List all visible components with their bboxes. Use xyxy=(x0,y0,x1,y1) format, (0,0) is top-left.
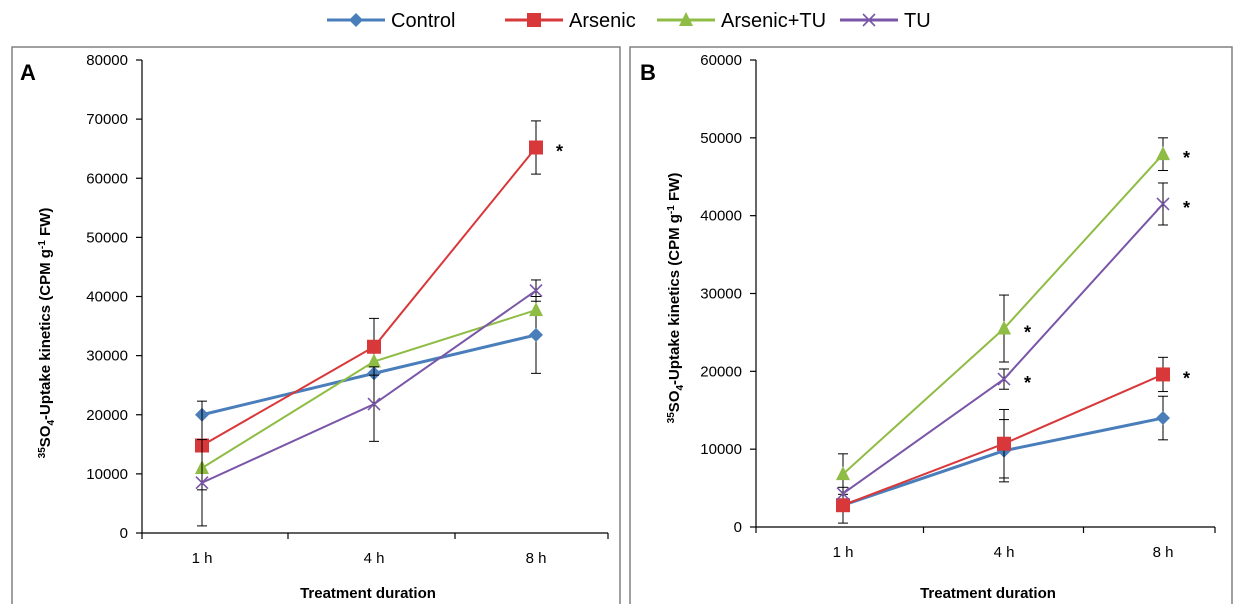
data-point-stroke-2 xyxy=(997,372,1011,386)
legend-marker xyxy=(527,13,541,27)
data-point xyxy=(195,476,209,490)
data-point-stroke-2 xyxy=(1156,197,1170,211)
legend-marker xyxy=(862,13,876,27)
panel-b-plot: 0 10000 20000 30000 40000 50000 60000 1 h 4 h 8 h… xyxy=(700,52,1216,561)
panel-b-x-tick-label: 8 h xyxy=(1153,544,1174,561)
legend-label: Arsenic+TU xyxy=(721,10,826,32)
data-point xyxy=(367,353,381,368)
panel-a-y-tick-label: 0 xyxy=(120,525,128,542)
data-point-stroke-2 xyxy=(195,476,209,490)
series-line xyxy=(842,153,1164,475)
panel-a-y-tick-label: 20000 xyxy=(86,407,128,424)
panel-b-significance-star: * xyxy=(1183,198,1190,218)
legend-item-control: Control xyxy=(327,10,455,32)
data-point xyxy=(529,284,543,298)
legend-item-tu: TU xyxy=(840,10,931,32)
data-point xyxy=(1156,197,1170,211)
panel-a-series-tu xyxy=(195,279,543,527)
panel-a-y-tick-label: 40000 xyxy=(86,289,128,306)
panel-b-series-control xyxy=(836,395,1170,513)
panel-b-x-tick-label: 1 h xyxy=(833,544,854,561)
panel-b-y-tick-label: 20000 xyxy=(700,363,742,380)
panel-a-y-tick-label: 10000 xyxy=(86,466,128,483)
panel-b-x-axis-title: Treatment duration xyxy=(920,585,1056,602)
data-point xyxy=(997,320,1011,335)
data-point xyxy=(529,302,543,317)
series-line xyxy=(201,289,537,484)
panel-a-series-control xyxy=(195,296,543,422)
legend-item-arsenic-tu: Arsenic+TU xyxy=(657,10,826,32)
panel-b-y-tick-label: 50000 xyxy=(700,130,742,147)
panel-a-series-arsenic xyxy=(195,120,543,491)
panel-a-y-tick-label: 70000 xyxy=(86,111,128,128)
data-point xyxy=(367,339,381,354)
panel-a-y-tick-label: 80000 xyxy=(86,52,128,69)
data-point-stroke-2 xyxy=(367,397,381,411)
panel-a-x-tick-label: 4 h xyxy=(364,550,385,567)
data-point xyxy=(997,372,1011,386)
data-point xyxy=(367,397,381,411)
data-point xyxy=(1156,146,1170,161)
legend-label: Arsenic xyxy=(569,10,636,32)
data-point-stroke-2 xyxy=(529,284,543,298)
panel-b-significance-star: * xyxy=(1183,148,1190,168)
panel-b-y-tick-label: 40000 xyxy=(700,208,742,225)
legend-marker-stroke-2 xyxy=(862,13,876,27)
data-point xyxy=(836,466,850,481)
panel-b-y-tick-label: 0 xyxy=(734,519,742,536)
series-line xyxy=(201,309,537,469)
panel-a-significance-star: * xyxy=(556,142,563,162)
data-point-stroke-2 xyxy=(836,486,850,501)
series-line xyxy=(201,146,537,447)
panel-a-y-tick-label: 30000 xyxy=(86,348,128,365)
data-point xyxy=(1156,411,1170,426)
panel-a-frame xyxy=(11,46,621,604)
panel-b-series-arsenic xyxy=(836,356,1170,524)
panel-a-x-axis-title: Treatment duration xyxy=(300,585,436,602)
data-point xyxy=(836,486,850,501)
panel-a-series-arsenic-tu xyxy=(195,302,543,474)
panel-b-y-tick-label: 60000 xyxy=(700,52,742,69)
panel-b-significance-star: * xyxy=(1024,323,1031,343)
legend: Control Arsenic Arsenic+TU TU xyxy=(327,10,931,32)
panel-b-y-tick-label: 30000 xyxy=(700,286,742,303)
panel-b-frame xyxy=(629,46,1233,604)
data-point xyxy=(1156,367,1170,382)
data-point xyxy=(997,436,1011,451)
legend-marker xyxy=(349,13,363,27)
panel-b-significance-star: * xyxy=(1024,373,1031,393)
data-point xyxy=(836,498,850,513)
panel-a-label: A xyxy=(20,60,36,85)
legend-label: TU xyxy=(904,10,931,32)
panel-a-x-tick-label: 8 h xyxy=(526,550,547,567)
panel-a-y-tick-label: 60000 xyxy=(86,170,128,187)
panel-b-x-tick-label: 4 h xyxy=(994,544,1015,561)
panel-b-series-arsenic-tu xyxy=(836,137,1170,495)
data-point xyxy=(529,140,543,155)
panel-b-series-tu xyxy=(836,182,1170,501)
panel-b-y-tick-label: 10000 xyxy=(700,441,742,458)
panel-a-y-tick-label: 50000 xyxy=(86,229,128,246)
legend-item-arsenic: Arsenic xyxy=(505,10,636,32)
panel-a-y-axis-title: 35SO4-Uptake kinetics (CPM g-1 FW) xyxy=(37,208,57,459)
data-point xyxy=(529,327,543,342)
legend-label: Control xyxy=(391,10,455,32)
panel-b-label: B xyxy=(640,60,656,85)
panel-b-significance-star: * xyxy=(1183,368,1190,388)
panel-a-plot: 0 10000 20000 30000 40000 50000 60000 70000 8000… xyxy=(86,52,609,567)
panel-b-y-axis-title: 35SO4-Uptake kinetics (CPM g-1 FW) xyxy=(666,173,686,424)
legend-marker xyxy=(679,12,693,26)
panel-a-x-tick-label: 1 h xyxy=(192,550,213,567)
